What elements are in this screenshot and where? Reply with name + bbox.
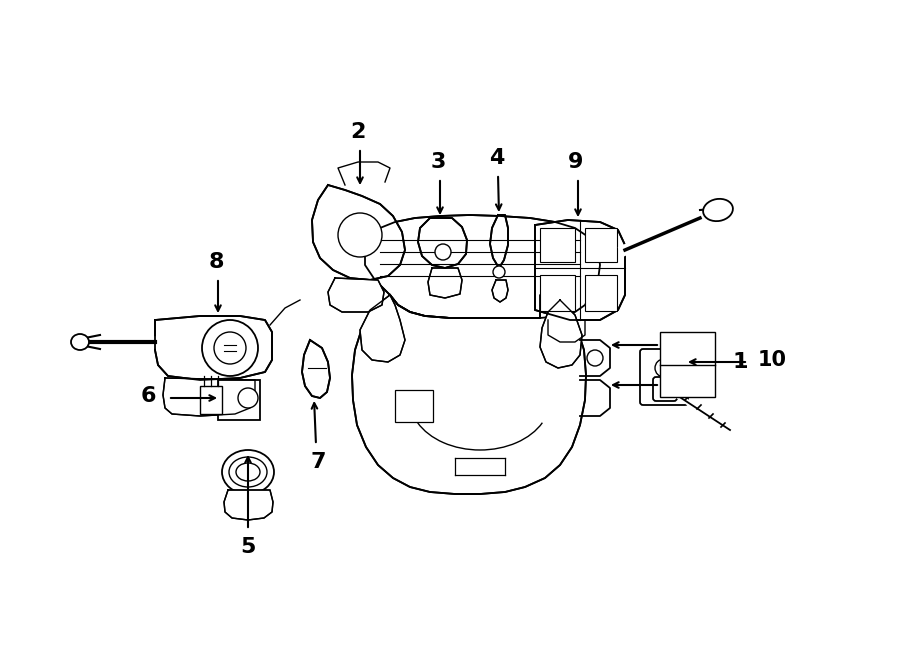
Bar bbox=[585, 275, 617, 311]
Text: 1: 1 bbox=[733, 352, 748, 372]
Polygon shape bbox=[302, 340, 330, 398]
Bar bbox=[540, 275, 575, 311]
Polygon shape bbox=[365, 215, 600, 318]
Ellipse shape bbox=[229, 457, 267, 487]
Polygon shape bbox=[535, 220, 625, 320]
Circle shape bbox=[214, 332, 246, 364]
Polygon shape bbox=[492, 280, 508, 302]
Polygon shape bbox=[428, 268, 462, 298]
Polygon shape bbox=[352, 295, 586, 494]
Text: 7: 7 bbox=[310, 452, 326, 472]
Ellipse shape bbox=[703, 199, 733, 221]
Ellipse shape bbox=[236, 463, 260, 481]
Polygon shape bbox=[224, 490, 273, 520]
FancyBboxPatch shape bbox=[640, 349, 688, 405]
Circle shape bbox=[338, 213, 382, 257]
Polygon shape bbox=[540, 300, 582, 368]
Text: 4: 4 bbox=[490, 148, 505, 168]
Text: 10: 10 bbox=[758, 350, 787, 370]
Bar bbox=[395, 390, 433, 422]
FancyBboxPatch shape bbox=[218, 380, 260, 420]
FancyBboxPatch shape bbox=[653, 377, 677, 401]
Polygon shape bbox=[163, 378, 255, 416]
Bar bbox=[540, 228, 575, 262]
Circle shape bbox=[655, 359, 673, 377]
Polygon shape bbox=[360, 295, 405, 362]
Polygon shape bbox=[312, 185, 405, 280]
Text: 8: 8 bbox=[208, 252, 224, 272]
Text: 6: 6 bbox=[140, 386, 156, 406]
Bar bbox=[660, 332, 715, 397]
Polygon shape bbox=[328, 278, 384, 312]
Bar bbox=[585, 228, 617, 262]
Circle shape bbox=[493, 266, 505, 278]
Text: 2: 2 bbox=[350, 122, 365, 142]
Circle shape bbox=[587, 350, 603, 366]
Circle shape bbox=[202, 320, 258, 376]
Polygon shape bbox=[490, 215, 508, 268]
Circle shape bbox=[435, 244, 451, 260]
Text: 3: 3 bbox=[430, 152, 446, 172]
Polygon shape bbox=[418, 218, 467, 268]
Bar bbox=[200, 386, 222, 414]
Polygon shape bbox=[155, 316, 272, 380]
Text: 5: 5 bbox=[240, 537, 256, 557]
Circle shape bbox=[238, 388, 258, 408]
Ellipse shape bbox=[222, 450, 274, 494]
Ellipse shape bbox=[71, 334, 89, 350]
Text: 9: 9 bbox=[568, 152, 584, 172]
